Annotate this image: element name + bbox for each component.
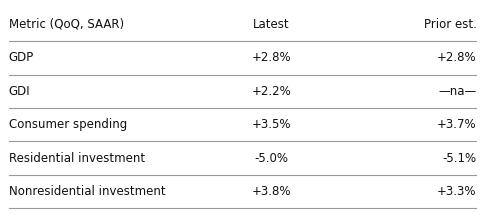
Text: Consumer spending: Consumer spending [9,118,127,131]
Text: -5.0%: -5.0% [254,152,288,165]
Text: +2.2%: +2.2% [251,85,291,98]
Text: Nonresidential investment: Nonresidential investment [9,185,165,198]
Text: +3.5%: +3.5% [251,118,290,131]
Text: Prior est.: Prior est. [423,18,475,31]
Text: +2.8%: +2.8% [436,51,475,64]
Text: Latest: Latest [253,18,289,31]
Text: +2.8%: +2.8% [251,51,291,64]
Text: Metric (QoQ, SAAR): Metric (QoQ, SAAR) [9,18,123,31]
Text: —na—: —na— [437,85,475,98]
Text: +3.7%: +3.7% [436,118,475,131]
Text: +3.3%: +3.3% [436,185,475,198]
Text: +3.8%: +3.8% [251,185,290,198]
Text: GDP: GDP [9,51,34,64]
Text: GDI: GDI [9,85,30,98]
Text: -5.1%: -5.1% [441,152,475,165]
Text: Residential investment: Residential investment [9,152,144,165]
